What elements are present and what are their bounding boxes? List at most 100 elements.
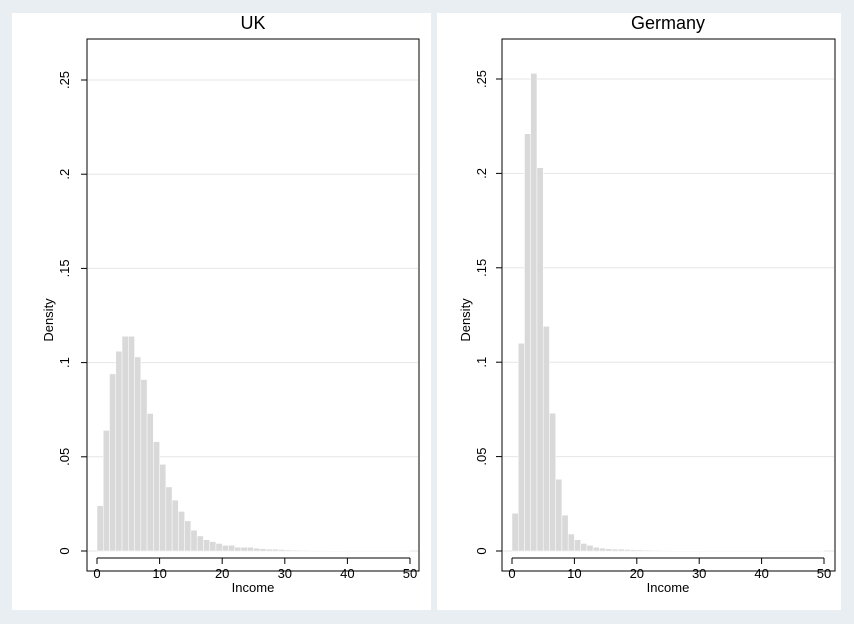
uk-bar-14 — [184, 520, 192, 552]
germany-y-tick-label-5: .25 — [474, 70, 489, 88]
uk-x-axis-title: Income — [232, 580, 275, 595]
uk-bar-23 — [240, 546, 248, 552]
germany-axes: 0 .05 .1 .15 .2 .25 0 10 20 30 40 50 — [474, 70, 831, 581]
germany-bar-24 — [661, 550, 669, 552]
germany-bar-6 — [549, 412, 556, 552]
uk-bar-16 — [196, 535, 204, 552]
uk-x-tick-label-0: 0 — [93, 566, 100, 581]
uk-bar-31 — [290, 549, 298, 552]
germany-bar-17 — [617, 548, 625, 552]
uk-bar-6 — [134, 356, 142, 552]
uk-y-axis-title: Density — [41, 298, 56, 342]
germany-bar-21 — [642, 549, 650, 552]
germany-bar-1 — [517, 343, 525, 552]
uk-x-tick-label-3: 30 — [278, 566, 292, 581]
uk-x-tick-label-1: 10 — [152, 566, 166, 581]
uk-bar-21 — [228, 545, 235, 552]
uk-y-tick-label-4: .2 — [57, 169, 72, 180]
uk-x-tick-label-4: 40 — [340, 566, 354, 581]
uk-bar-3 — [115, 351, 123, 552]
uk-bar-25 — [253, 547, 261, 552]
germany-bar-22 — [649, 549, 656, 552]
germany-y-tick-label-0: 0 — [474, 547, 489, 554]
uk-bar-9 — [153, 441, 160, 552]
uk-bar-10 — [159, 464, 167, 552]
germany-x-axis-title: Income — [647, 580, 690, 595]
germany-panel: Germany 0 .05 .1 .15 .2 .25 0 10 20 30 40 50 Densit… — [437, 13, 841, 610]
germany-x-tick-label-0: 0 — [508, 566, 515, 581]
uk-y-tick-label-1: .05 — [57, 448, 72, 466]
germany-y-axis-title: Density — [458, 298, 473, 342]
uk-bars — [96, 335, 411, 552]
uk-bar-28 — [272, 548, 279, 552]
uk-bar-11 — [165, 486, 173, 552]
germany-bar-5 — [542, 326, 550, 552]
germany-bar-7 — [555, 479, 563, 552]
uk-bar-33 — [303, 549, 311, 552]
uk-bar-19 — [215, 543, 223, 552]
germany-bar-4 — [536, 167, 544, 552]
germany-y-tick-label-2: .1 — [474, 357, 489, 368]
uk-bar-17 — [203, 539, 210, 552]
uk-bar-1 — [103, 430, 110, 552]
uk-bar-15 — [190, 530, 198, 552]
uk-bar-12 — [171, 499, 179, 552]
uk-bar-7 — [140, 379, 148, 552]
uk-bar-30 — [284, 549, 292, 552]
uk-bar-5 — [128, 335, 135, 552]
germany-bar-12 — [586, 545, 594, 552]
uk-bar-34 — [309, 550, 317, 552]
uk-axes: 0 .05 .1 .15 .2 .25 0 10 20 30 40 50 — [57, 71, 417, 581]
germany-y-tick-label-1: .05 — [474, 448, 489, 466]
germany-y-tick-label-4: .2 — [474, 168, 489, 179]
uk-bar-2 — [109, 373, 117, 552]
germany-panel-title: Germany — [631, 13, 705, 33]
germany-bar-25 — [667, 550, 675, 552]
germany-bar-18 — [624, 549, 631, 552]
uk-bar-35 — [315, 550, 323, 552]
germany-y-tick-label-3: .15 — [474, 259, 489, 277]
uk-bar-13 — [178, 511, 185, 552]
germany-bar-3 — [530, 73, 538, 552]
uk-y-tick-label-3: .15 — [57, 259, 72, 277]
germany-bar-16 — [611, 548, 619, 552]
germany-bar-23 — [655, 549, 663, 552]
germany-bar-13 — [592, 546, 600, 552]
germany-bar-20 — [636, 549, 644, 552]
germany-bars — [511, 73, 825, 552]
uk-bar-8 — [146, 413, 154, 552]
germany-x-tick-label-5: 50 — [817, 566, 831, 581]
uk-y-tick-label-2: .1 — [57, 357, 72, 368]
uk-bar-29 — [278, 549, 286, 552]
uk-bar-4 — [121, 335, 129, 552]
germany-bar-10 — [574, 539, 581, 552]
uk-bar-24 — [246, 546, 254, 552]
uk-x-tick-label-5: 50 — [403, 566, 417, 581]
germany-x-tick-label-3: 30 — [692, 566, 706, 581]
germany-bar-0 — [511, 512, 519, 552]
uk-panel: UK 0 .05 .1 .15 .2 .25 0 10 20 30 40 50 Density Inc… — [12, 13, 431, 610]
uk-y-tick-label-5: .25 — [57, 71, 72, 89]
germany-bar-9 — [567, 533, 575, 552]
germany-bar-15 — [605, 548, 613, 552]
uk-panel-title: UK — [240, 13, 265, 33]
uk-bar-32 — [297, 549, 304, 552]
uk-x-tick-label-2: 20 — [215, 566, 229, 581]
uk-bar-26 — [259, 548, 267, 552]
germany-bar-2 — [524, 133, 531, 552]
uk-bar-27 — [265, 548, 273, 552]
uk-bar-22 — [234, 546, 242, 552]
uk-y-tick-label-0: 0 — [57, 547, 72, 554]
germany-bar-8 — [561, 514, 569, 552]
germany-x-tick-label-1: 10 — [567, 566, 581, 581]
uk-bar-0 — [96, 505, 104, 552]
germany-gridlines — [503, 78, 834, 552]
germany-bar-19 — [630, 549, 638, 552]
uk-bar-20 — [221, 545, 229, 552]
germany-x-tick-label-2: 20 — [630, 566, 644, 581]
germany-bar-11 — [580, 543, 588, 552]
germany-x-tick-label-4: 40 — [754, 566, 768, 581]
germany-bar-14 — [599, 547, 606, 552]
uk-bar-18 — [209, 541, 217, 552]
